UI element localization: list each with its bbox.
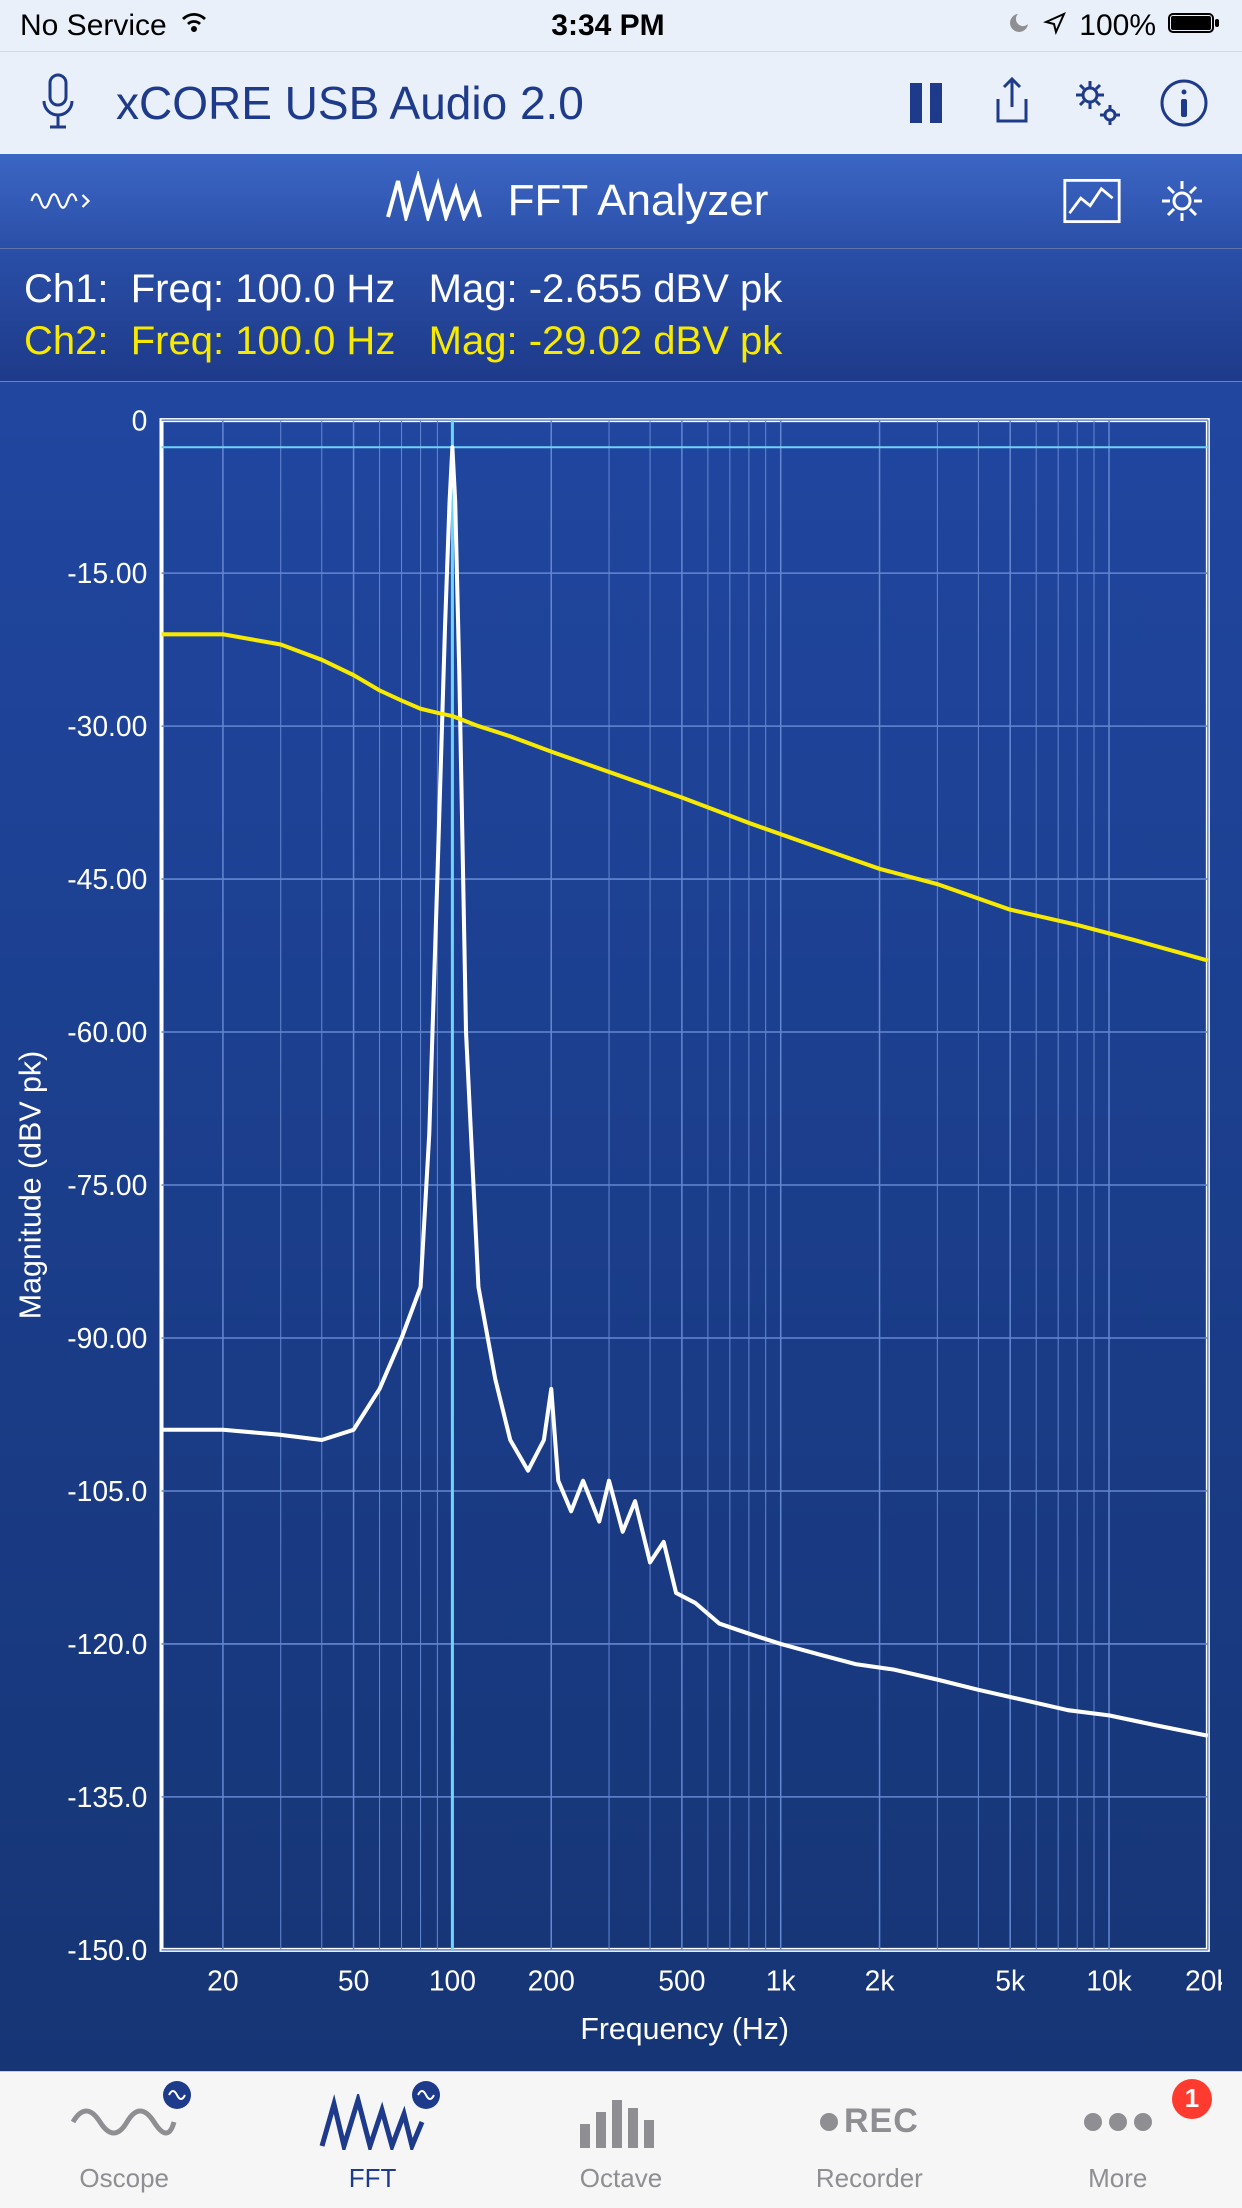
svg-text:20: 20 <box>207 1965 238 1997</box>
svg-text:100: 100 <box>429 1965 476 1997</box>
octave-bars-icon <box>576 2087 666 2157</box>
fft-chart[interactable]: 0 -15.00 -30.00 -45.00 -60.00 -75.00 -90.00 -10… <box>0 382 1242 2071</box>
wifi-icon <box>179 9 209 43</box>
carrier-label: No Service <box>20 9 167 43</box>
sine-mini-icon <box>412 2081 440 2109</box>
tab-recorder[interactable]: REC Recorder <box>745 2087 993 2194</box>
ch2-readout: Ch2: Freq: 100.0 Hz Mag: -29.02 dBV pk <box>24 315 1218 367</box>
svg-text:-45.00: -45.00 <box>67 864 147 896</box>
tab-oscope[interactable]: Oscope <box>0 2087 248 2194</box>
location-icon <box>1043 9 1067 43</box>
svg-text:-105.0: -105.0 <box>67 1476 147 1508</box>
share-button[interactable] <box>984 75 1040 131</box>
more-badge: 1 <box>1172 2079 1212 2119</box>
more-dots-icon <box>1078 2087 1158 2157</box>
tab-label: Oscope <box>79 2163 169 2194</box>
svg-text:-90.00: -90.00 <box>67 1323 147 1355</box>
chart-mode-button[interactable] <box>1062 171 1122 231</box>
battery-pct-label: 100% <box>1079 9 1156 43</box>
tab-label: More <box>1088 2163 1147 2194</box>
tab-bar: Oscope FFT Octave REC Recorder 1 More <box>0 2071 1242 2208</box>
info-button[interactable] <box>1156 75 1212 131</box>
svg-text:20k: 20k <box>1185 1965 1222 1997</box>
fft-wave-icon <box>384 171 484 231</box>
svg-text:0: 0 <box>132 410 148 437</box>
clock-label: 3:34 PM <box>551 9 664 43</box>
tab-more[interactable]: 1 More <box>994 2087 1242 2194</box>
analyzer-title: FFT Analyzer <box>508 176 769 226</box>
settings-gears-icon[interactable] <box>1070 75 1126 131</box>
microphone-icon[interactable] <box>30 75 86 131</box>
top-toolbar: xCORE USB Audio 2.0 <box>0 51 1242 154</box>
audio-device-title: xCORE USB Audio 2.0 <box>116 76 868 130</box>
svg-text:10k: 10k <box>1086 1965 1132 1997</box>
svg-text:-120.0: -120.0 <box>67 1629 147 1661</box>
analyzer-header: FFT Analyzer <box>0 154 1242 248</box>
ch1-readout: Ch1: Freq: 100.0 Hz Mag: -2.655 dBV pk <box>24 263 1218 315</box>
status-bar: No Service 3:34 PM 100% <box>0 0 1242 51</box>
svg-text:1k: 1k <box>766 1965 797 1997</box>
svg-text:50: 50 <box>338 1965 369 1997</box>
svg-text:-75.00: -75.00 <box>67 1170 147 1202</box>
gear-icon[interactable] <box>1152 171 1212 231</box>
sine-mini-icon <box>163 2081 191 2109</box>
pause-button[interactable] <box>898 75 954 131</box>
svg-text:-30.00: -30.00 <box>67 711 147 743</box>
svg-text:-15.00: -15.00 <box>67 558 147 590</box>
tab-label: FFT <box>349 2163 397 2194</box>
svg-text:2k: 2k <box>865 1965 896 1997</box>
tab-label: Recorder <box>816 2163 923 2194</box>
signal-gen-icon[interactable] <box>30 171 90 231</box>
tab-fft[interactable]: FFT <box>248 2087 496 2194</box>
svg-text:200: 200 <box>528 1965 575 1997</box>
svg-text:500: 500 <box>658 1965 705 1997</box>
svg-text:Frequency (Hz): Frequency (Hz) <box>580 2013 789 2046</box>
svg-text:-150.0: -150.0 <box>67 1935 147 1967</box>
channel-readout: Ch1: Freq: 100.0 Hz Mag: -2.655 dBV pk C… <box>0 248 1242 382</box>
tab-label: Octave <box>580 2163 662 2194</box>
svg-text:5k: 5k <box>995 1965 1026 1997</box>
rec-icon: REC <box>820 2087 919 2157</box>
svg-text:-60.00: -60.00 <box>67 1017 147 1049</box>
oscope-wave-icon <box>69 2087 179 2157</box>
tab-octave[interactable]: Octave <box>497 2087 745 2194</box>
fft-tab-icon <box>318 2087 428 2157</box>
svg-text:Magnitude (dBV pk): Magnitude (dBV pk) <box>14 1051 47 1319</box>
moon-icon <box>1007 9 1031 43</box>
svg-text:-135.0: -135.0 <box>67 1782 147 1814</box>
battery-icon <box>1168 9 1222 43</box>
